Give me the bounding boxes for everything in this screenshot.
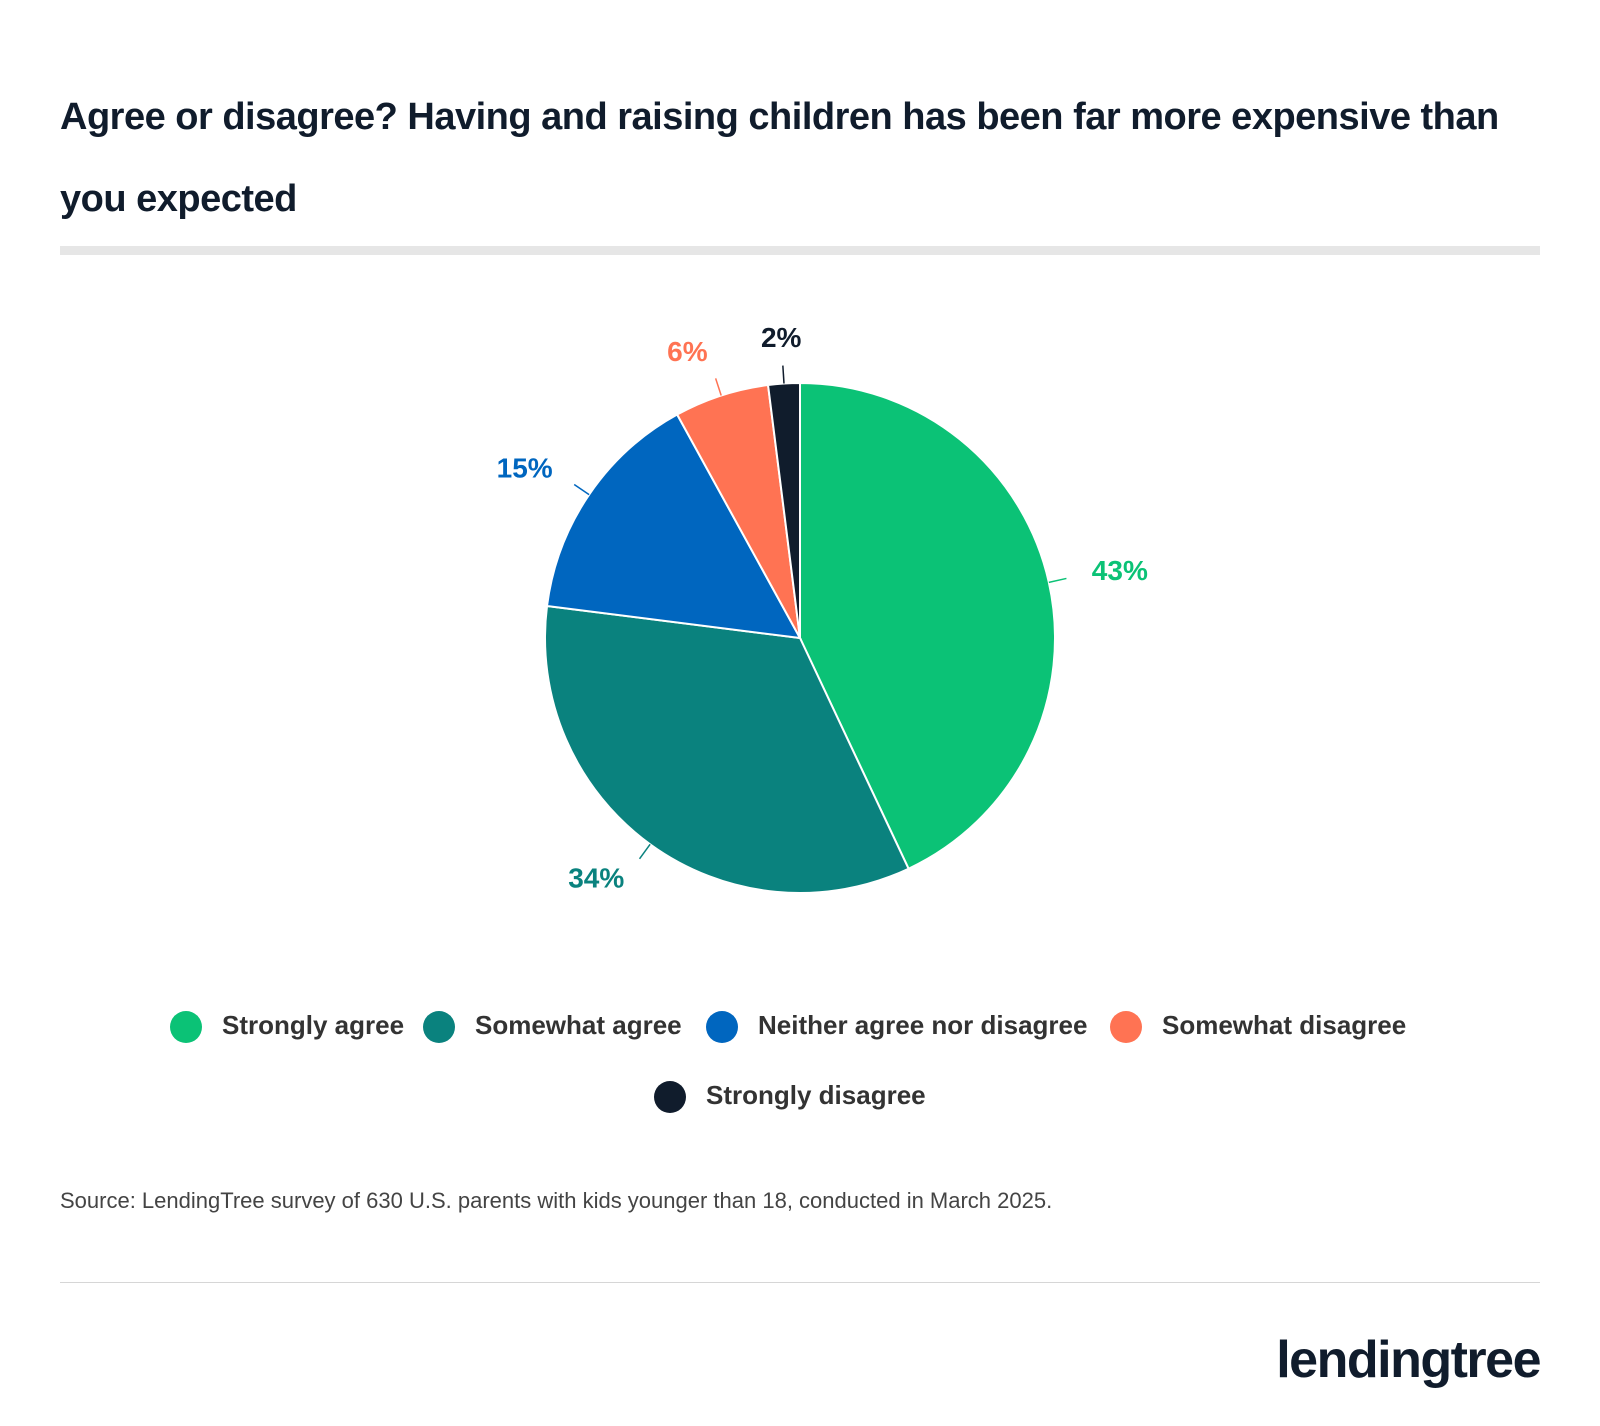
legend-swatch [1110, 1011, 1142, 1043]
leader-line [638, 843, 651, 860]
logo: lendingtree [1276, 1331, 1541, 1389]
data-label: 2% [761, 322, 802, 353]
legend-swatch [170, 1011, 202, 1043]
data-label: 43% [1092, 555, 1148, 586]
legend-label: Strongly agree [222, 1010, 404, 1040]
footer-rule [60, 1282, 1540, 1283]
pie-slice [544, 604, 910, 894]
chart: 43% 34% 15% 6% 2% Strongly agree Somewhat agre… [170, 322, 1406, 1113]
data-label: 6% [667, 336, 708, 367]
leader-line [573, 483, 590, 496]
legend-label: Strongly disagree [706, 1080, 926, 1110]
chart-title: Agree or disagree? Having and raising ch… [60, 96, 1499, 220]
title-rule [60, 246, 1540, 255]
legend-label: Neither agree nor disagree [758, 1010, 1087, 1040]
legend-swatch [423, 1011, 455, 1043]
leader-line [782, 365, 785, 384]
leader-line [714, 378, 722, 396]
pie-slice [545, 413, 802, 640]
legend-swatch [706, 1011, 738, 1043]
leader-line [1048, 577, 1067, 584]
legend-swatch [654, 1081, 686, 1113]
data-label: 34% [568, 862, 624, 893]
source-note: Source: LendingTree survey of 630 U.S. p… [60, 1188, 1053, 1213]
legend-label: Somewhat agree [475, 1010, 682, 1040]
data-label: 15% [497, 452, 553, 483]
pie-slice [766, 381, 801, 639]
legend-label: Somewhat disagree [1162, 1010, 1406, 1040]
